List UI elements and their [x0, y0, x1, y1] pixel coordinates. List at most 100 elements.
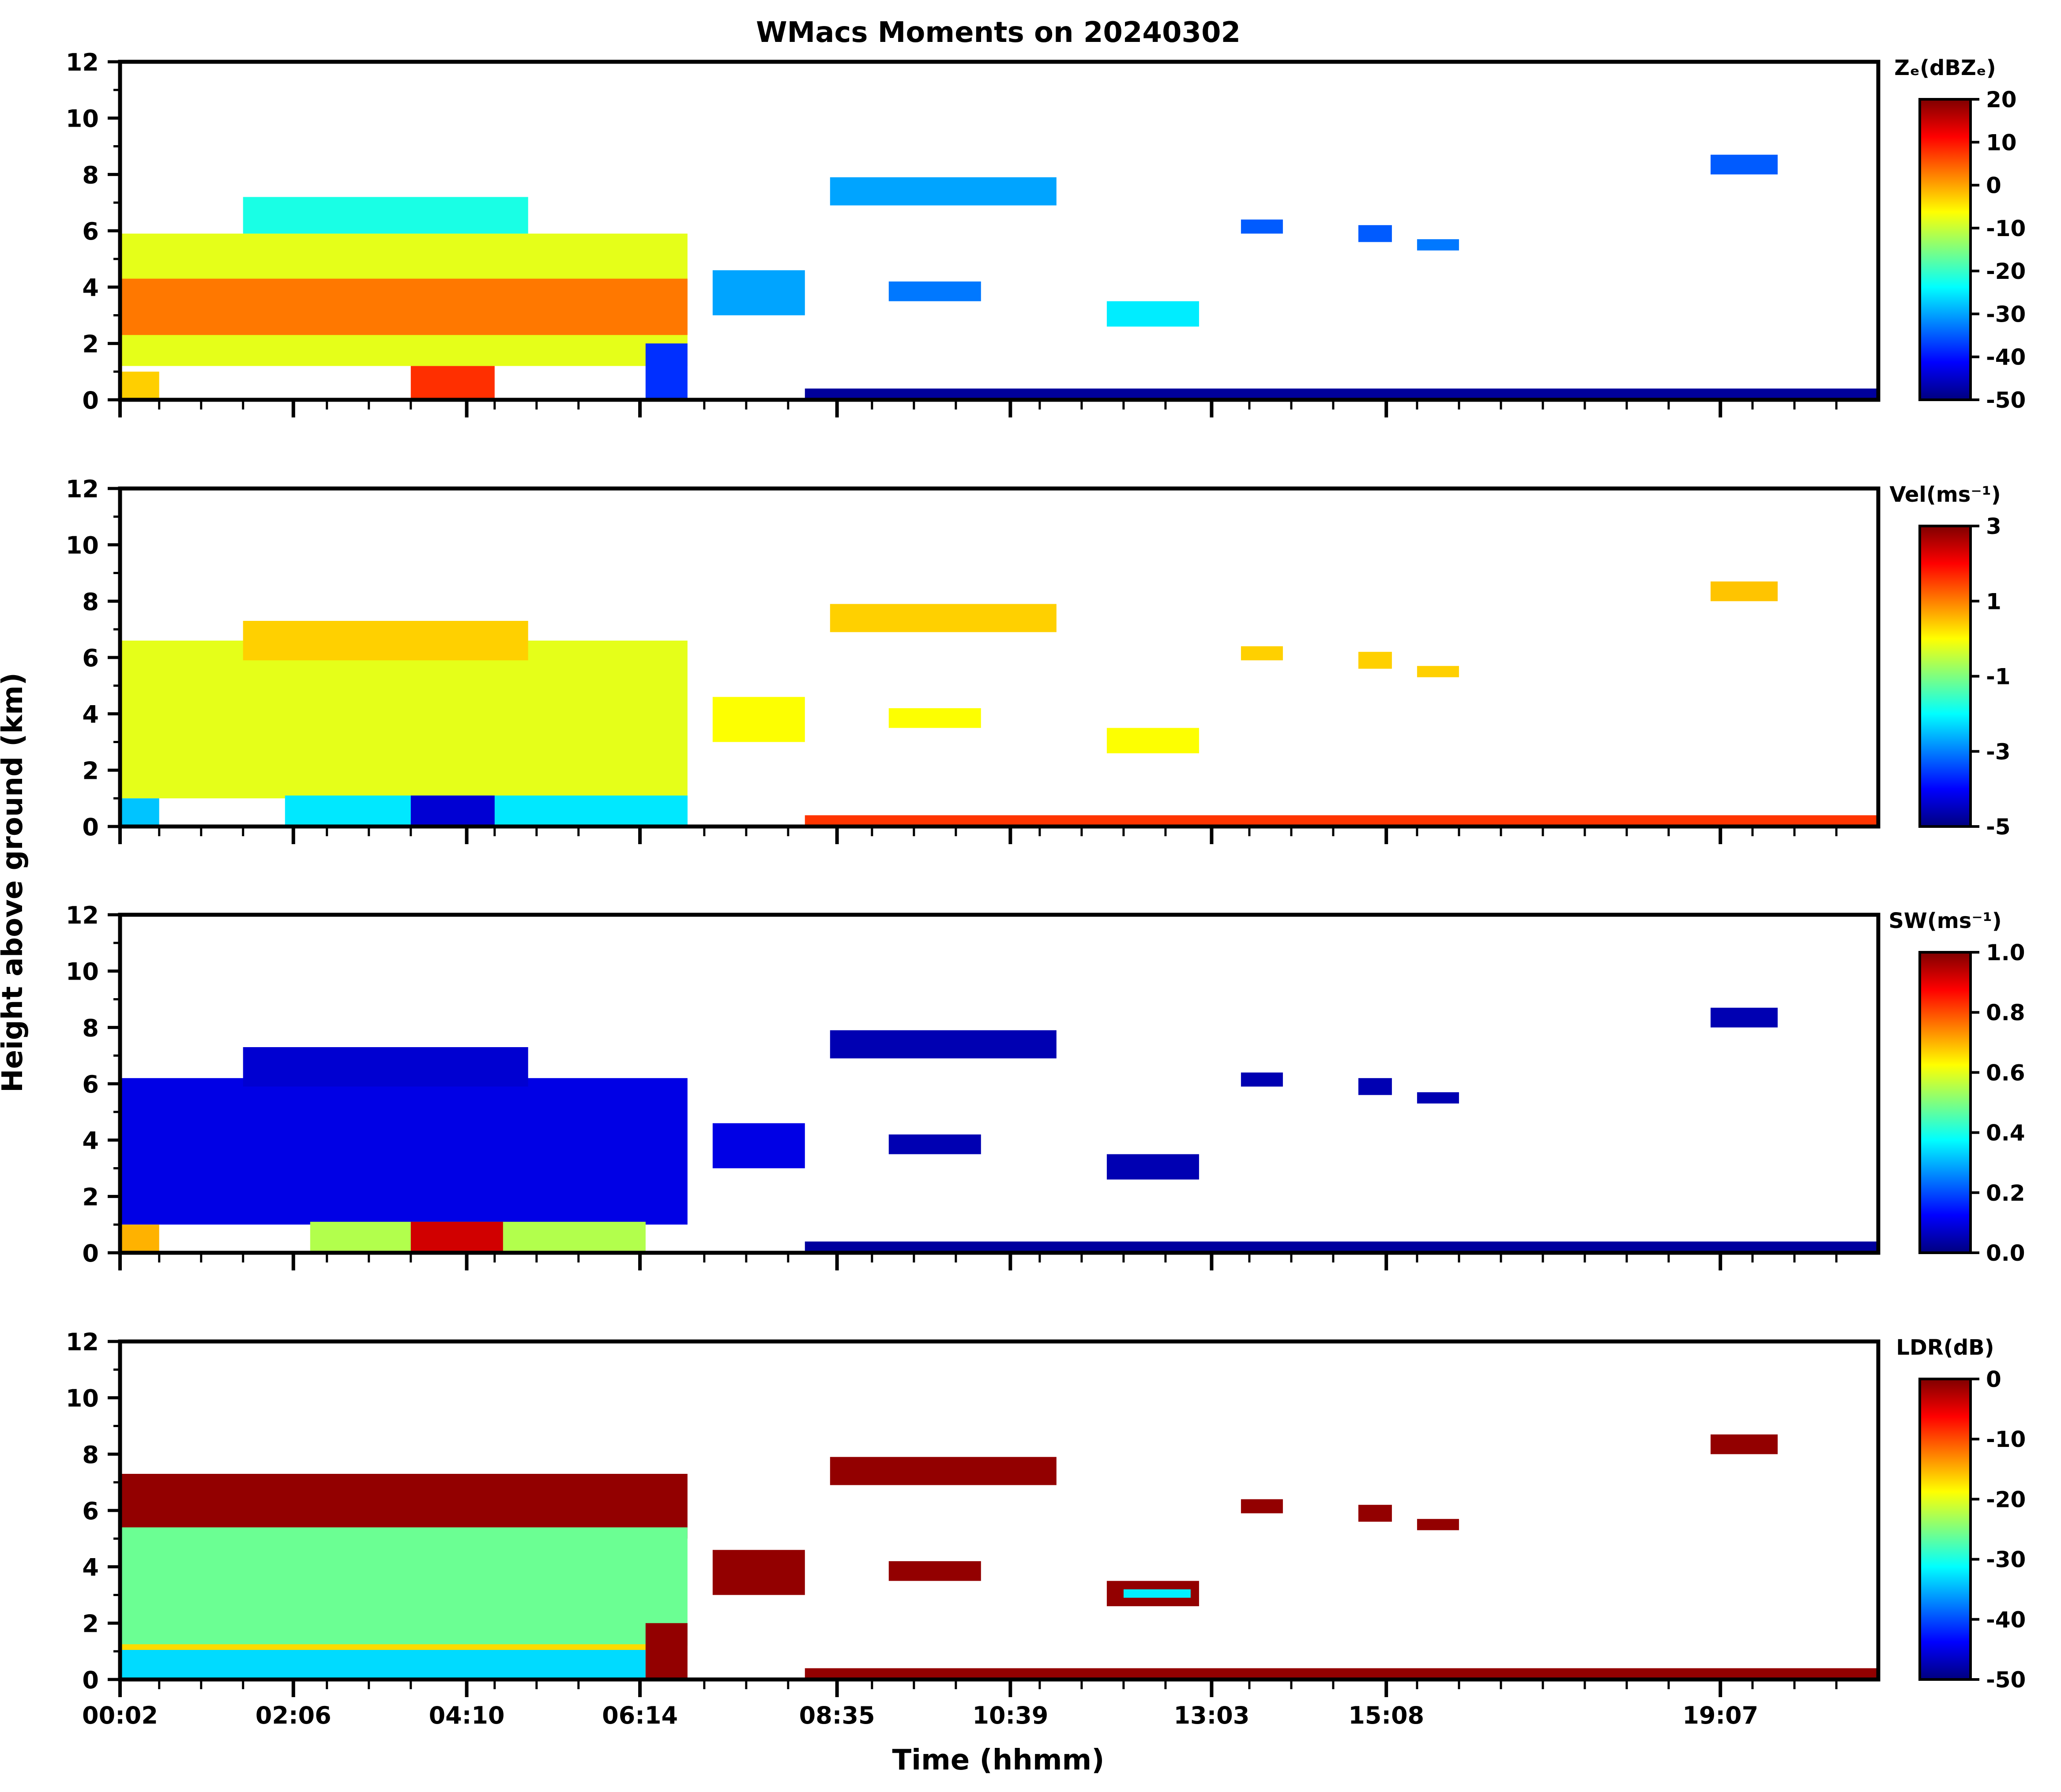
- panel-ldr-ytick-label-0: 0: [82, 1666, 99, 1694]
- panel-ldr-colorbar-tick-label-3: -30: [1986, 1547, 2026, 1573]
- panel-vel-ytick-label-12: 12: [66, 475, 99, 503]
- panel-vel-region-6: [830, 604, 1057, 632]
- panel-ldr-ytick-label-2: 2: [82, 1610, 99, 1638]
- x-tick-label-2: 04:10: [429, 1702, 505, 1729]
- panel-sw-region-11: [1417, 1092, 1459, 1104]
- panel-sw-region-8: [1106, 1154, 1199, 1180]
- panel-ze-colorbar-tick-label-1: 10: [1986, 130, 2017, 155]
- panel-ze-ytick-label-4: 4: [82, 274, 99, 302]
- panel-ldr-region-9: [1123, 1589, 1191, 1598]
- panel-ldr-colorbar-tick-label-5: -50: [1986, 1667, 2026, 1693]
- panel-sw-ytick-label-2: 2: [82, 1183, 99, 1211]
- panel-ldr-region-1: [120, 1527, 688, 1646]
- panel-sw-colorbar: [1918, 951, 1972, 1254]
- panel-ze-ytick-label-10: 10: [66, 105, 99, 133]
- panel-ldr-region-7: [888, 1561, 981, 1581]
- panel-ldr-colorbar-tick-label-0: 0: [1986, 1367, 2001, 1392]
- panel-vel-region-7: [888, 708, 981, 728]
- panel-sw-colorbar-tick-label-4: 0.2: [1986, 1180, 2025, 1206]
- panel-sw-ytick-label-6: 6: [82, 1071, 99, 1098]
- panel-ze-colorbar-tick-label-3: -10: [1986, 216, 2026, 241]
- panel-sw-region-5: [712, 1123, 805, 1168]
- panel-vel-region-2: [120, 798, 159, 826]
- panel-ldr-colorbar-tick-label-4: -40: [1986, 1607, 2026, 1633]
- y-axis-label: Height above ground (km): [0, 672, 29, 1093]
- panel-vel-region-5: [712, 697, 805, 742]
- panel-ze-region-13: [1711, 154, 1778, 175]
- panel-ze-ytick-label-8: 8: [82, 161, 99, 189]
- panel-ldr-region-6: [830, 1457, 1057, 1485]
- panel-sw-region-10: [1358, 1078, 1392, 1095]
- panel-ldr-region-12: [1417, 1519, 1459, 1530]
- panel-vel-colorbar-tick-label-0: 3: [1986, 514, 2001, 539]
- panel-ldr-colorbar-tick-label-2: -20: [1986, 1487, 2026, 1512]
- panel-sw-colorbar-tick-label-1: 0.8: [1986, 1000, 2025, 1026]
- panel-vel-ytick-label-6: 6: [82, 644, 99, 672]
- x-axis-label: Time (hhmm): [892, 1744, 1105, 1777]
- panel-sw-data: [120, 1007, 1878, 1253]
- panel-ldr-region-2: [120, 1645, 646, 1679]
- panel-vel-region-1: [243, 621, 528, 661]
- panel-ze-colorbar-tick-label-7: -50: [1986, 387, 2026, 413]
- panel-ldr-ytick-label-6: 6: [82, 1497, 99, 1525]
- x-tick-label-0: 00:02: [82, 1702, 158, 1729]
- panel-ldr-data: [120, 1434, 1878, 1679]
- panel-sw-ytick-label-10: 10: [66, 958, 99, 986]
- panel-ze-colorbar-tick-label-5: -30: [1986, 301, 2026, 327]
- panel-ze-colorbar-tick-label-0: 20: [1986, 87, 2017, 113]
- panel-vel-colorbar-tick-label-4: -5: [1986, 814, 2011, 840]
- panel-sw-colorbar-label: SW(ms⁻¹): [1888, 909, 2001, 933]
- x-tick-label-8: 19:07: [1682, 1702, 1758, 1729]
- panel-vel-colorbar-tick-label-3: -3: [1986, 739, 2011, 765]
- panel-sw: 0 2 4 6 8 10 12 SW(ms⁻¹) 1.0 0.8 0.6 0.4 0.2 0.0: [66, 902, 2025, 1270]
- panel-ze-ytick-label-6: 6: [82, 218, 99, 245]
- panel-sw-colorbar-tick-label-0: 1.0: [1986, 940, 2025, 966]
- panel-ze-region-4: [120, 372, 159, 400]
- panel-sw-ytick-label-4: 4: [82, 1127, 99, 1155]
- x-tick-label-1: 02:06: [256, 1702, 331, 1729]
- panel-sw-region-0: [120, 1078, 688, 1225]
- panel-vel-region-11: [1417, 666, 1459, 677]
- panel-ldr-ytick-label-4: 4: [82, 1554, 99, 1582]
- panel-ldr-colorbar: [1918, 1378, 1972, 1681]
- panel-ldr-region-11: [1358, 1505, 1392, 1522]
- panel-ze-colorbar: [1918, 98, 1972, 401]
- panel-ldr-region-10: [1241, 1499, 1283, 1514]
- panel-ze-ytick-label-0: 0: [82, 387, 99, 414]
- panel-ze-region-9: [1106, 301, 1199, 327]
- chart-title: WMacs Moments on 20240302: [756, 16, 1241, 49]
- panel-vel-region-4: [410, 795, 495, 826]
- panel-ldr-region-5: [712, 1550, 805, 1595]
- panel-ldr-region-3: [120, 1644, 646, 1650]
- x-tick-label-7: 15:08: [1348, 1702, 1424, 1729]
- panel-sw-colorbar-tick-label-5: 0.0: [1986, 1240, 2025, 1266]
- panel-sw-colorbar-tick-label-3: 0.4: [1986, 1120, 2025, 1146]
- panel-ze-region-10: [1241, 219, 1283, 234]
- panel-vel-region-0: [120, 640, 688, 799]
- panel-ze-region-3: [410, 366, 495, 400]
- panel-ldr-ytick-label-12: 12: [66, 1328, 99, 1356]
- panel-ldr-region-13: [1711, 1434, 1778, 1454]
- panel-ze: 0 2 4 6 8 10 12 Zₑ(dBZₑ) 20 10 0 -10 -20 -30 -40 -50: [66, 49, 2026, 417]
- panel-vel-ytick-label-10: 10: [66, 532, 99, 560]
- panel-ze-region-12: [1417, 239, 1459, 251]
- panel-ldr: 0 2 4 6 8 10 12 00:02 02:06 04:10 06:14 08:35 10:39 1…: [66, 1328, 2026, 1729]
- panel-ze-colorbar-tick-label-6: -40: [1986, 345, 2026, 370]
- panel-sw-region-6: [830, 1030, 1057, 1059]
- panel-ldr-ytick-label-8: 8: [82, 1441, 99, 1469]
- panel-ze-region-7: [830, 177, 1057, 206]
- panel-ze-colorbar-tick-label-2: 0: [1986, 173, 2001, 199]
- panel-ldr-colorbar-label: LDR(dB): [1896, 1335, 1994, 1360]
- panel-ze-region-5: [645, 343, 688, 400]
- panel-ze-region-1: [120, 278, 688, 335]
- panel-ze-data: [120, 154, 1878, 400]
- panel-vel-region-12: [1711, 581, 1778, 601]
- panel-ze-ytick-label-12: 12: [66, 49, 99, 76]
- panel-ze-region-2: [243, 197, 528, 234]
- panel-ldr-ytick-label-10: 10: [66, 1385, 99, 1413]
- x-tick-label-3: 06:14: [602, 1702, 678, 1729]
- panel-sw-region-2: [120, 1225, 159, 1253]
- panel-sw-region-12: [1711, 1007, 1778, 1028]
